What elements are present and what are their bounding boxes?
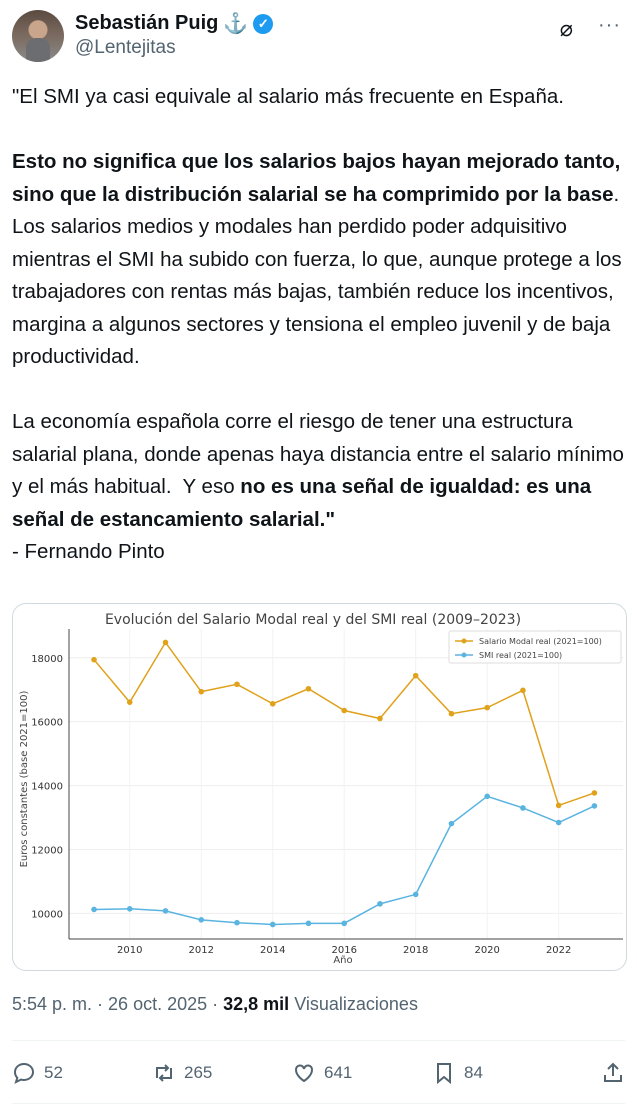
tweet-text-segment: - Fernando Pinto: [12, 540, 165, 563]
chart-title: Evolución del Salario Modal real y del S…: [105, 612, 521, 628]
data-point: [162, 908, 169, 914]
data-point: [412, 891, 419, 898]
data-point: [234, 681, 240, 688]
anchor-emoji: ⚓: [223, 13, 249, 35]
data-point: [520, 805, 526, 811]
y-axis-label: Euros constantes (base 2021=100): [19, 691, 30, 868]
tweet-date[interactable]: 26 oct. 2025: [108, 994, 208, 1014]
reply-icon: [13, 1062, 35, 1084]
x-tick-label: 2014: [260, 945, 285, 956]
data-point: [448, 710, 455, 717]
tweet-time[interactable]: 5:54 p. m.: [12, 994, 93, 1014]
display-name[interactable]: Sebastián Puig: [75, 12, 219, 34]
data-point: [341, 707, 348, 714]
data-point: [305, 685, 312, 692]
view-count: 32,8 mil: [223, 994, 290, 1014]
legend-marker: [461, 652, 467, 658]
x-tick-label: 2010: [117, 945, 142, 956]
data-point: [198, 917, 205, 923]
data-point: [448, 820, 455, 827]
data-point: [591, 790, 598, 796]
views-label: Visualizaciones: [294, 994, 418, 1014]
avatar[interactable]: [12, 10, 64, 62]
data-point: [555, 819, 562, 826]
data-point: [198, 688, 205, 695]
data-point: [234, 919, 240, 926]
tweet-text-segment: Esto no significa que los salarios bajos…: [12, 150, 627, 206]
x-tick-label: 2020: [474, 945, 499, 956]
x-tick-label: 2012: [189, 945, 214, 956]
tweet-text-segment: no es una señal de igualdad: es una seña…: [12, 475, 597, 531]
user-name[interactable]: Sebastián Puig ⚓ ✓: [75, 11, 274, 36]
x-tick-label: 2016: [331, 945, 356, 956]
bookmark-icon: [437, 1063, 451, 1085]
data-point: [591, 803, 598, 809]
verified-badge-icon[interactable]: ✓: [253, 13, 274, 34]
data-point: [269, 700, 276, 707]
chart-image[interactable]: Evolución del Salario Modal real y del S…: [12, 603, 627, 971]
reply-button[interactable]: 52: [12, 1061, 152, 1085]
line-chart: Evolución del Salario Modal real y del S…: [19, 612, 623, 966]
data-point: [126, 905, 133, 912]
data-point: [555, 802, 562, 809]
action-bar: 52 265 641 84: [12, 1056, 625, 1090]
data-point: [412, 672, 419, 679]
repost-count: 265: [184, 1063, 213, 1082]
data-point: [484, 704, 490, 711]
more-options-icon[interactable]: ···: [598, 14, 621, 36]
tweet-text-segment: "El SMI ya casi equivale al salario más …: [12, 85, 564, 108]
y-tick-label: 18000: [31, 654, 63, 665]
grok-icon[interactable]: ⌀: [559, 16, 573, 41]
repost-icon: [156, 1064, 172, 1082]
data-point: [91, 656, 97, 663]
data-point: [269, 921, 276, 928]
y-tick-label: 14000: [31, 782, 63, 793]
divider: [12, 1103, 625, 1104]
data-point: [377, 901, 383, 907]
user-handle[interactable]: @Lentejitas: [75, 37, 176, 58]
y-tick-label: 12000: [31, 846, 63, 857]
share-button[interactable]: [601, 1061, 625, 1085]
data-point: [305, 920, 312, 927]
data-point: [91, 906, 97, 913]
y-tick-label: 10000: [31, 909, 63, 920]
reply-count: 52: [44, 1063, 63, 1082]
tweet-meta: 5:54 p. m. · 26 oct. 2025 · 32,8 mil Vis…: [12, 994, 418, 1014]
data-point: [484, 793, 490, 800]
data-point: [126, 699, 133, 705]
like-button[interactable]: 641: [292, 1061, 432, 1085]
tweet-text: "El SMI ya casi equivale al salario más …: [12, 81, 627, 569]
legend-label: Salario Modal real (2021=100): [479, 637, 602, 646]
legend-box: [448, 630, 622, 664]
legend-marker: [461, 638, 467, 644]
divider: [12, 1040, 625, 1041]
x-tick-label: 2018: [403, 945, 428, 956]
heart-icon: [295, 1064, 313, 1083]
tweet-header: Sebastián Puig ⚓ ✓ @Lentejitas ⌀ ···: [12, 8, 625, 64]
tweet-text-segment: La economía española corre el riesgo de …: [12, 410, 630, 498]
data-point: [341, 920, 348, 927]
share-icon: [604, 1062, 622, 1082]
tweet-text-segment: . Los salarios medios y modales han perd…: [12, 182, 628, 369]
y-tick-label: 16000: [31, 718, 63, 729]
x-tick-label: 2022: [546, 945, 571, 956]
data-point: [162, 639, 169, 646]
legend-label: SMI real (2021=100): [479, 651, 562, 660]
data-point: [520, 687, 526, 694]
bookmark-count: 84: [464, 1063, 483, 1082]
x-axis-label: Año: [333, 955, 352, 966]
data-point: [377, 715, 383, 722]
bookmark-button[interactable]: 84: [432, 1061, 572, 1085]
like-count: 641: [324, 1063, 353, 1082]
repost-button[interactable]: 265: [152, 1061, 292, 1085]
